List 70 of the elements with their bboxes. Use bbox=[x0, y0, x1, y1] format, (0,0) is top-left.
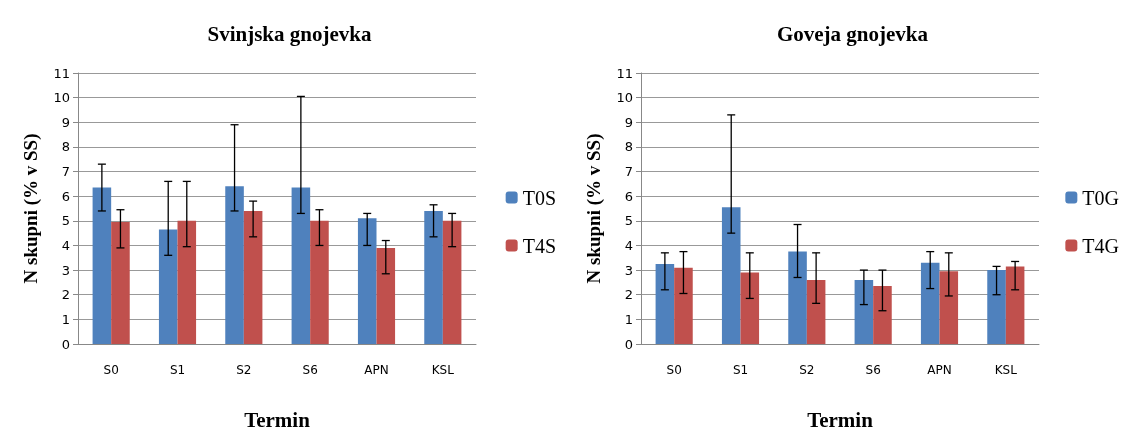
y-tick-label: 3 bbox=[624, 262, 633, 278]
bar bbox=[854, 279, 874, 344]
bar bbox=[111, 222, 130, 344]
x-tick-label: S0 bbox=[103, 363, 119, 377]
bar bbox=[655, 263, 675, 344]
bar bbox=[920, 262, 940, 344]
y-tick-label: 1 bbox=[624, 311, 633, 327]
bar bbox=[788, 251, 807, 344]
bar bbox=[92, 187, 112, 344]
y-axis-title: N skupni (% v SS) bbox=[583, 133, 605, 284]
bar bbox=[442, 220, 462, 344]
x-tick-label: S1 bbox=[169, 363, 186, 377]
chart-title: Goveja gnojevka bbox=[776, 21, 929, 46]
legend-label: T0G bbox=[1082, 186, 1120, 209]
bar bbox=[291, 187, 311, 344]
bar bbox=[987, 270, 1006, 344]
bar bbox=[740, 272, 760, 344]
y-tick-label: 1 bbox=[61, 311, 70, 327]
x-tick-label: S2 bbox=[236, 363, 252, 377]
y-tick-label: 0 bbox=[61, 336, 70, 352]
y-axis-title: N skupni (% v SS) bbox=[20, 133, 42, 284]
bar bbox=[158, 229, 178, 344]
x-axis-title: Termin bbox=[244, 407, 311, 432]
bar bbox=[873, 286, 892, 344]
bar bbox=[225, 186, 244, 344]
y-tick-label: 5 bbox=[624, 213, 633, 229]
y-tick-label: 0 bbox=[624, 336, 633, 352]
y-tick-label: 4 bbox=[61, 237, 70, 253]
bar bbox=[674, 267, 693, 344]
y-tick-label: 7 bbox=[624, 164, 633, 180]
x-tick-label: KSL bbox=[431, 363, 455, 377]
x-tick-label: S0 bbox=[666, 363, 682, 377]
bar bbox=[424, 210, 443, 344]
y-tick-label: 11 bbox=[616, 65, 633, 81]
bar bbox=[721, 207, 741, 344]
y-tick-label: 10 bbox=[53, 90, 70, 106]
y-tick-label: 5 bbox=[61, 213, 70, 229]
bar bbox=[243, 210, 263, 344]
legend-label: T0S bbox=[522, 186, 556, 209]
legend-label: T4G bbox=[1082, 234, 1120, 257]
y-tick-label: 4 bbox=[624, 237, 633, 253]
chart-title: Svinjska gnojevka bbox=[207, 21, 372, 46]
y-tick-label: 3 bbox=[61, 262, 70, 278]
x-tick-label: S2 bbox=[799, 363, 815, 377]
x-tick-label: APN bbox=[364, 363, 389, 377]
y-tick-label: 6 bbox=[624, 188, 633, 204]
bar bbox=[939, 271, 959, 344]
legend-label: T4S bbox=[522, 234, 556, 257]
x-tick-label: APN bbox=[927, 363, 952, 377]
y-tick-label: 9 bbox=[624, 114, 633, 130]
bar bbox=[177, 220, 197, 344]
x-tick-label: S6 bbox=[865, 363, 881, 377]
x-tick-label: S6 bbox=[302, 363, 318, 377]
bar bbox=[310, 220, 329, 344]
y-tick-label: 7 bbox=[61, 164, 70, 180]
y-tick-label: 11 bbox=[53, 65, 70, 81]
y-tick-label: 8 bbox=[61, 139, 70, 155]
y-tick-label: 10 bbox=[616, 90, 633, 106]
x-tick-label: KSL bbox=[994, 363, 1018, 377]
bar bbox=[806, 279, 826, 344]
bar bbox=[376, 247, 396, 344]
y-tick-label: 9 bbox=[61, 114, 70, 130]
y-tick-label: 6 bbox=[61, 188, 70, 204]
x-axis-title: Termin bbox=[807, 407, 874, 432]
x-tick-label: S1 bbox=[732, 363, 749, 377]
bar bbox=[1005, 266, 1025, 344]
y-tick-label: 8 bbox=[624, 139, 633, 155]
y-tick-label: 2 bbox=[624, 287, 633, 303]
y-tick-label: 2 bbox=[61, 287, 70, 303]
bar bbox=[357, 218, 377, 344]
